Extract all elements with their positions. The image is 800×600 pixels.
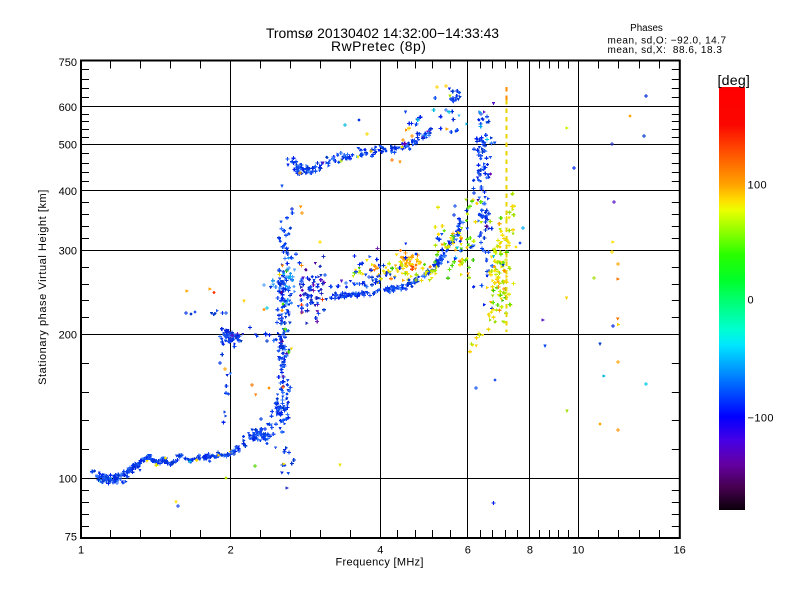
svg-text:mean, sd,O: −92.0, 14.7: mean, sd,O: −92.0, 14.7 [608,36,727,47]
svg-text:200: 200 [59,330,77,342]
svg-text:Phases: Phases [630,23,663,34]
svg-text:8: 8 [527,545,533,557]
svg-text:100: 100 [59,473,77,485]
svg-text:2: 2 [228,545,234,557]
svg-text:1: 1 [78,545,84,557]
svg-text:16: 16 [674,545,686,557]
svg-text:400: 400 [59,186,77,198]
svg-text:mean, sd,X: 88.6, 18.3: mean, sd,X: 88.6, 18.3 [608,45,723,56]
svg-text:100: 100 [748,180,768,192]
svg-text:600: 600 [59,102,77,114]
svg-text:10: 10 [572,545,584,557]
svg-text:750: 750 [59,57,77,69]
svg-text:500: 500 [59,140,77,152]
svg-text:Stationary phase Virtual Heigh: Stationary phase Virtual Height [km] [37,189,49,385]
svg-text:[deg]: [deg] [718,73,751,89]
svg-text:Frequency [MHz]: Frequency [MHz] [335,557,423,569]
svg-text:6: 6 [465,545,471,557]
svg-text:Tromsø 20130402 14:32:00−14:33: Tromsø 20130402 14:32:00−14:33:43 [266,25,499,41]
svg-text:0: 0 [748,295,754,307]
svg-text:RwPretec (8p): RwPretec (8p) [331,38,426,54]
svg-text:4: 4 [377,545,383,557]
svg-text:75: 75 [65,531,77,543]
svg-text:300: 300 [59,246,77,258]
svg-text:−100: −100 [748,412,774,424]
